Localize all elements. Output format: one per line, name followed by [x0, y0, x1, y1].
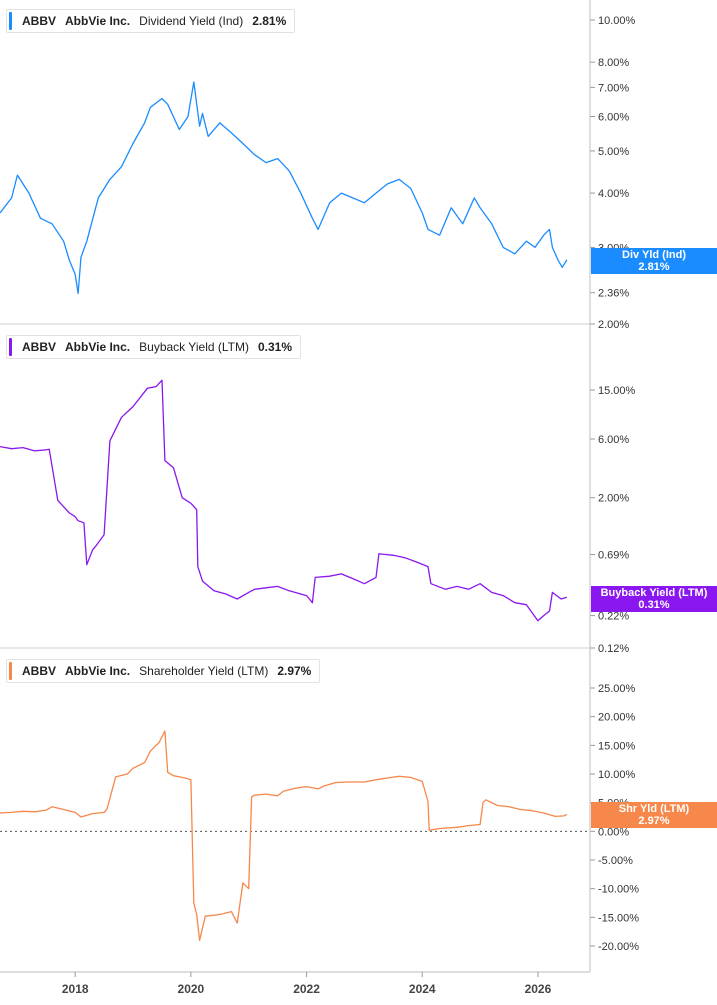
legend-buyback-yield: ABBV AbbVie Inc. Buyback Yield (LTM) 0.3…: [6, 335, 302, 359]
current-value-tag-shareholder: Shr Yld (LTM) 2.97%: [591, 802, 717, 828]
y-tick-label: 6.00%: [598, 111, 629, 123]
legend-dividend-yield: ABBV AbbVie Inc. Dividend Yield (Ind) 2.…: [6, 9, 296, 33]
legend-ticker: ABBV: [22, 664, 57, 678]
tag-label: Shr Yld (LTM): [618, 803, 690, 815]
current-value-tag-buyback: Buyback Yield (LTM) 0.31%: [591, 586, 717, 612]
y-tick-label: 2.36%: [598, 288, 629, 300]
x-tick-label: 2018: [62, 982, 89, 996]
legend-metric: Shareholder Yield (LTM): [139, 664, 269, 678]
tag-value: 0.31%: [638, 599, 670, 611]
y-tick-label: 25.00%: [598, 683, 636, 695]
x-tick-label: 2026: [525, 982, 552, 996]
tag-value: 2.81%: [638, 261, 670, 273]
x-tick-label: 2024: [409, 982, 436, 996]
series-line: [0, 730, 568, 941]
series-line: [0, 81, 568, 295]
legend-color-swatch: [9, 12, 12, 30]
y-tick-label: 2.00%: [598, 493, 629, 505]
series-line: [0, 379, 568, 622]
y-tick-label: 0.22%: [598, 611, 629, 623]
y-tick-label: 0.00%: [598, 826, 629, 838]
legend-color-swatch: [9, 662, 12, 680]
legend-color-swatch: [9, 338, 12, 356]
legend-ticker: ABBV: [22, 340, 57, 354]
y-tick-label: 0.12%: [598, 643, 629, 655]
y-tick-label: 8.00%: [598, 57, 629, 69]
y-tick-label: 10.00%: [598, 769, 636, 781]
legend-shareholder-yield: ABBV AbbVie Inc. Shareholder Yield (LTM)…: [6, 659, 321, 683]
y-tick-label: 7.00%: [598, 82, 629, 94]
y-tick-label: -5.00%: [598, 855, 633, 867]
legend-ticker: ABBV: [22, 14, 57, 28]
tag-label: Div Yld (Ind): [622, 249, 686, 261]
y-tick-label: 20.00%: [598, 712, 636, 724]
y-tick-label: 5.00%: [598, 146, 629, 158]
legend-value: 0.31%: [257, 340, 293, 354]
current-value-tag-dividend: Div Yld (Ind) 2.81%: [591, 248, 717, 274]
legend-value: 2.81%: [252, 14, 287, 28]
legend-metric: Buyback Yield (LTM): [139, 340, 249, 354]
legend-company: AbbVie Inc.: [65, 340, 131, 354]
tag-label: Buyback Yield (LTM): [600, 587, 708, 599]
y-tick-label: 6.00%: [598, 434, 629, 446]
y-tick-label: 15.00%: [598, 385, 636, 397]
y-tick-label: 10.00%: [598, 15, 636, 27]
y-tick-label: 2.00%: [598, 319, 629, 331]
y-tick-label: -20.00%: [598, 941, 639, 953]
y-tick-label: -15.00%: [598, 912, 639, 924]
legend-metric: Dividend Yield (Ind): [139, 14, 244, 28]
y-tick-label: 0.69%: [598, 550, 629, 562]
x-tick-label: 2022: [293, 982, 320, 996]
tag-value: 2.97%: [638, 815, 670, 827]
legend-company: AbbVie Inc.: [65, 664, 131, 678]
x-tick-label: 2020: [178, 982, 205, 996]
legend-company: AbbVie Inc.: [65, 14, 131, 28]
y-tick-label: -10.00%: [598, 884, 639, 896]
y-tick-label: 15.00%: [598, 740, 636, 752]
y-tick-label: 4.00%: [598, 188, 629, 200]
legend-value: 2.97%: [277, 664, 312, 678]
